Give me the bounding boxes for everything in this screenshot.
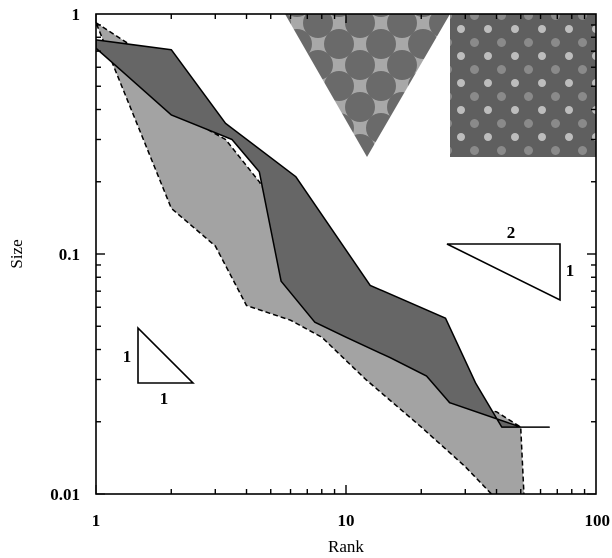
y-axis-label: Size: [7, 239, 26, 268]
slope-triangle-1-1: [137, 326, 195, 384]
triangular-lattice-inset: [285, 14, 450, 157]
x-tick-label: 1: [92, 511, 101, 530]
x-tick-label: 10: [338, 511, 355, 530]
y-tick-label: 0.1: [59, 245, 80, 264]
slope-triangle-2-1-horizontal-label: 2: [507, 223, 516, 242]
slope-triangle-2-1: [446, 243, 561, 302]
slope-triangle-1-1-vertical-label: 1: [123, 347, 132, 366]
x-axis-label: Rank: [328, 537, 364, 556]
y-tick-label: 0.01: [50, 485, 80, 504]
y-tick-label: 1: [72, 5, 81, 24]
slope-triangle-1-1-horizontal-label: 1: [160, 389, 169, 408]
series-band-2: [96, 39, 550, 428]
square-lattice-inset: [450, 14, 596, 157]
x-tick-label: 100: [585, 511, 611, 530]
slope-triangle-2-1-vertical-label: 1: [566, 261, 575, 280]
